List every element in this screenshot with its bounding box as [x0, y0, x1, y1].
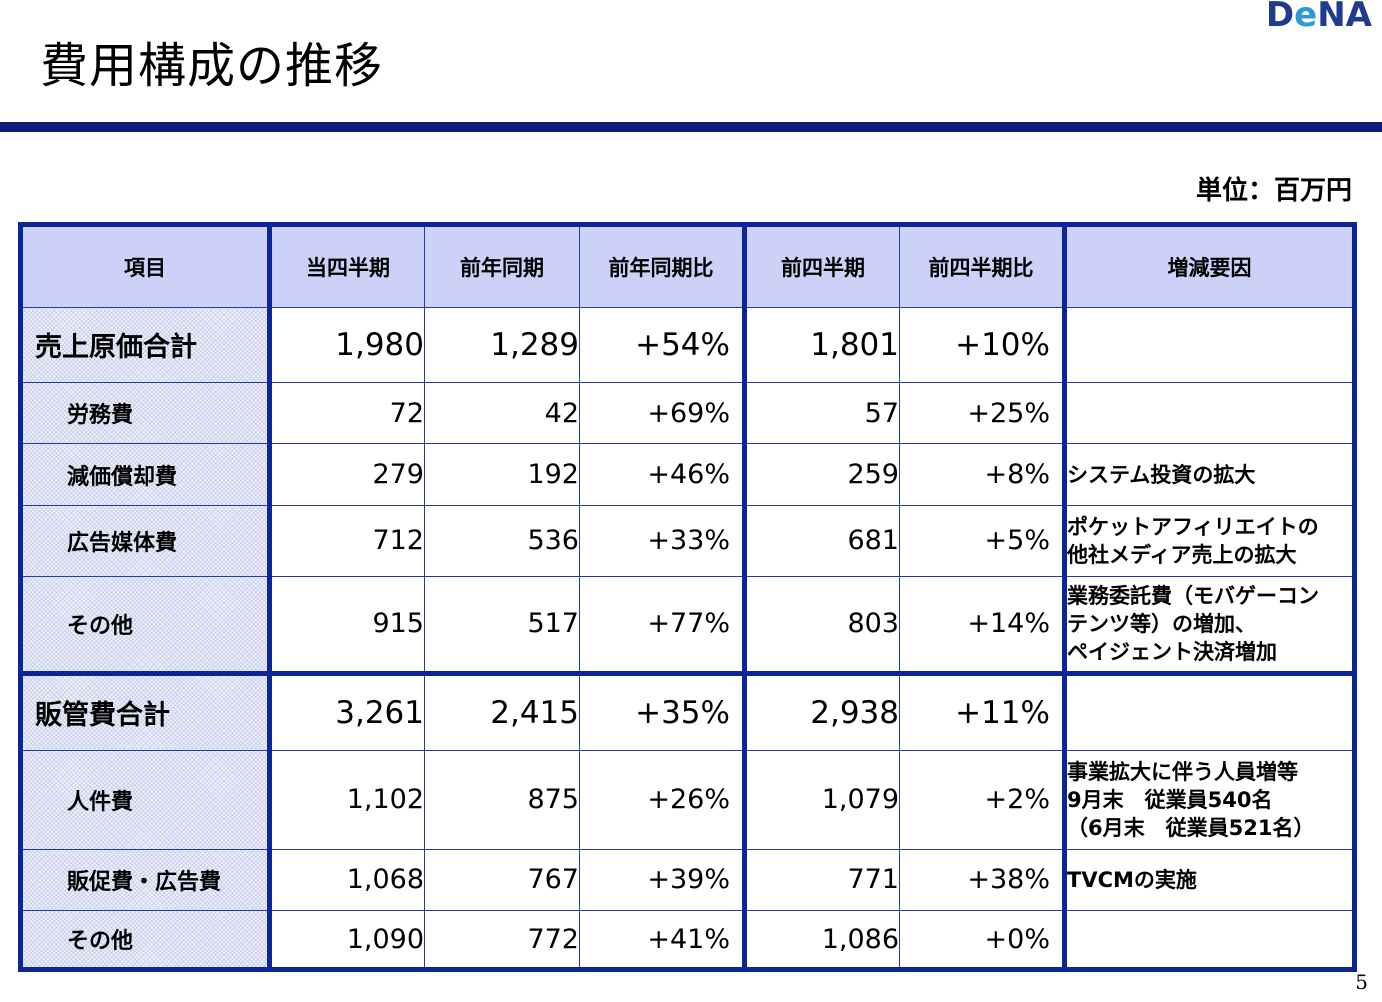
- prev-year-value: 536: [424, 505, 580, 577]
- prev-quarter-value: 57: [744, 381, 900, 445]
- reason-cell: TVCMの実施: [1064, 848, 1355, 912]
- yoy-value: +41%: [579, 910, 747, 970]
- table-row: 人件費 1,102 875 +26% 1,079 +2% 事業拡大に伴う人員増等…: [20, 749, 1355, 850]
- row-label: 労務費: [20, 381, 272, 445]
- row-label: 売上原価合計: [20, 307, 272, 383]
- reason-line: ポケットアフィリエイトの: [1067, 514, 1319, 539]
- header-qoq: 前四半期比: [899, 224, 1067, 308]
- header-current-quarter: 当四半期: [269, 224, 425, 308]
- qoq-value: +38%: [899, 848, 1067, 912]
- logo-part-2: e: [1294, 0, 1318, 35]
- yoy-value: +33%: [579, 505, 747, 577]
- page-title: 費用構成の推移: [40, 38, 384, 94]
- qoq-value: +14%: [899, 575, 1067, 674]
- qoq-value: +25%: [899, 381, 1067, 445]
- header-yoy: 前年同期比: [579, 224, 747, 308]
- reason-cell: [1064, 381, 1355, 445]
- title-divider: [0, 122, 1382, 132]
- prev-quarter-value: 259: [744, 443, 900, 507]
- row-label: 広告媒体費: [20, 505, 272, 577]
- reason-cell: [1064, 307, 1355, 383]
- prev-year-value: 875: [424, 749, 580, 850]
- logo-part-3: NA: [1317, 0, 1372, 35]
- current-value: 3,261: [269, 670, 425, 751]
- current-value: 1,980: [269, 307, 425, 383]
- current-value: 72: [269, 381, 425, 445]
- reason-line: システム投資の拡大: [1067, 462, 1256, 487]
- table-row: その他 1,090 772 +41% 1,086 +0%: [20, 910, 1355, 970]
- qoq-value: +2%: [899, 749, 1067, 850]
- prev-quarter-value: 1,801: [744, 307, 900, 383]
- table-row: 広告媒体費 712 536 +33% 681 +5% ポケットアフィリエイトの他…: [20, 505, 1355, 577]
- qoq-value: +0%: [899, 910, 1067, 970]
- yoy-value: +77%: [579, 575, 747, 674]
- prev-year-value: 192: [424, 443, 580, 507]
- current-value: 712: [269, 505, 425, 577]
- qoq-value: +8%: [899, 443, 1067, 507]
- header-reason: 増減要因: [1064, 224, 1355, 308]
- prev-quarter-value: 1,079: [744, 749, 900, 850]
- reason-line: 9月末 従業員540名: [1067, 787, 1273, 812]
- table-row: 売上原価合計 1,980 1,289 +54% 1,801 +10%: [20, 307, 1355, 383]
- current-value: 1,090: [269, 910, 425, 970]
- reason-cell: システム投資の拡大: [1064, 443, 1355, 507]
- cost-structure-table: 項目 当四半期 前年同期 前年同期比 前四半期 前四半期比 増減要因 売上原価合…: [18, 222, 1357, 972]
- header-row: 項目 当四半期 前年同期 前年同期比 前四半期 前四半期比 増減要因: [20, 224, 1355, 308]
- header-prev-year: 前年同期: [424, 224, 580, 308]
- reason-line: テンツ等）の増加、: [1067, 611, 1256, 636]
- row-label: 減価償却費: [20, 443, 272, 507]
- reason-cell: ポケットアフィリエイトの 他社メディア売上の拡大: [1064, 505, 1355, 577]
- page-number: 5: [1355, 970, 1368, 994]
- table-row: 販促費・広告費 1,068 767 +39% 771 +38% TVCMの実施: [20, 848, 1355, 912]
- header-prev-quarter: 前四半期: [744, 224, 900, 308]
- row-label: その他: [20, 910, 272, 970]
- reason-cell: 事業拡大に伴う人員増等 9月末 従業員540名 （6月末 従業員521名）: [1064, 749, 1355, 850]
- reason-line: ペイジェント決済増加: [1067, 639, 1277, 664]
- yoy-value: +39%: [579, 848, 747, 912]
- current-value: 1,102: [269, 749, 425, 850]
- reason-cell: [1064, 910, 1355, 970]
- yoy-value: +46%: [579, 443, 747, 507]
- reason-line: 事業拡大に伴う人員増等: [1067, 759, 1298, 784]
- reason-cell: 業務委託費（モバゲーコン テンツ等）の増加、 ペイジェント決済増加: [1064, 575, 1355, 674]
- prev-quarter-value: 771: [744, 848, 900, 912]
- prev-quarter-value: 2,938: [744, 670, 900, 751]
- table-row: その他 915 517 +77% 803 +14% 業務委託費（モバゲーコン テン…: [20, 575, 1355, 674]
- row-label: 販促費・広告費: [20, 848, 272, 912]
- yoy-value: +69%: [579, 381, 747, 445]
- prev-year-value: 767: [424, 848, 580, 912]
- qoq-value: +10%: [899, 307, 1067, 383]
- logo-part-1: D: [1265, 0, 1295, 35]
- current-value: 915: [269, 575, 425, 674]
- prev-year-value: 517: [424, 575, 580, 674]
- prev-year-value: 42: [424, 381, 580, 445]
- prev-quarter-value: 681: [744, 505, 900, 577]
- prev-quarter-value: 803: [744, 575, 900, 674]
- current-value: 279: [269, 443, 425, 507]
- reason-line: TVCMの実施: [1067, 867, 1197, 892]
- header-item: 項目: [20, 224, 272, 308]
- table-row: 減価償却費 279 192 +46% 259 +8% システム投資の拡大: [20, 443, 1355, 507]
- yoy-value: +35%: [579, 670, 747, 751]
- qoq-value: +11%: [899, 670, 1067, 751]
- table-row: 労務費 72 42 +69% 57 +25%: [20, 381, 1355, 445]
- reason-line: （6月末 従業員521名）: [1067, 815, 1315, 840]
- prev-year-value: 772: [424, 910, 580, 970]
- unit-label: 単位：百万円: [1195, 176, 1352, 206]
- prev-quarter-value: 1,086: [744, 910, 900, 970]
- table-row: 販管費合計 3,261 2,415 +35% 2,938 +11%: [20, 670, 1355, 751]
- reason-line: 業務委託費（モバゲーコン: [1067, 583, 1319, 608]
- current-value: 1,068: [269, 848, 425, 912]
- yoy-value: +54%: [579, 307, 747, 383]
- reason-line: 他社メディア売上の拡大: [1067, 542, 1297, 567]
- prev-year-value: 2,415: [424, 670, 580, 751]
- prev-year-value: 1,289: [424, 307, 580, 383]
- row-label: 人件費: [20, 749, 272, 850]
- reason-cell: [1064, 670, 1355, 751]
- row-label: 販管費合計: [20, 670, 272, 751]
- row-label: その他: [20, 575, 272, 674]
- dena-logo: DeNA: [1266, 0, 1372, 32]
- qoq-value: +5%: [899, 505, 1067, 577]
- yoy-value: +26%: [579, 749, 747, 850]
